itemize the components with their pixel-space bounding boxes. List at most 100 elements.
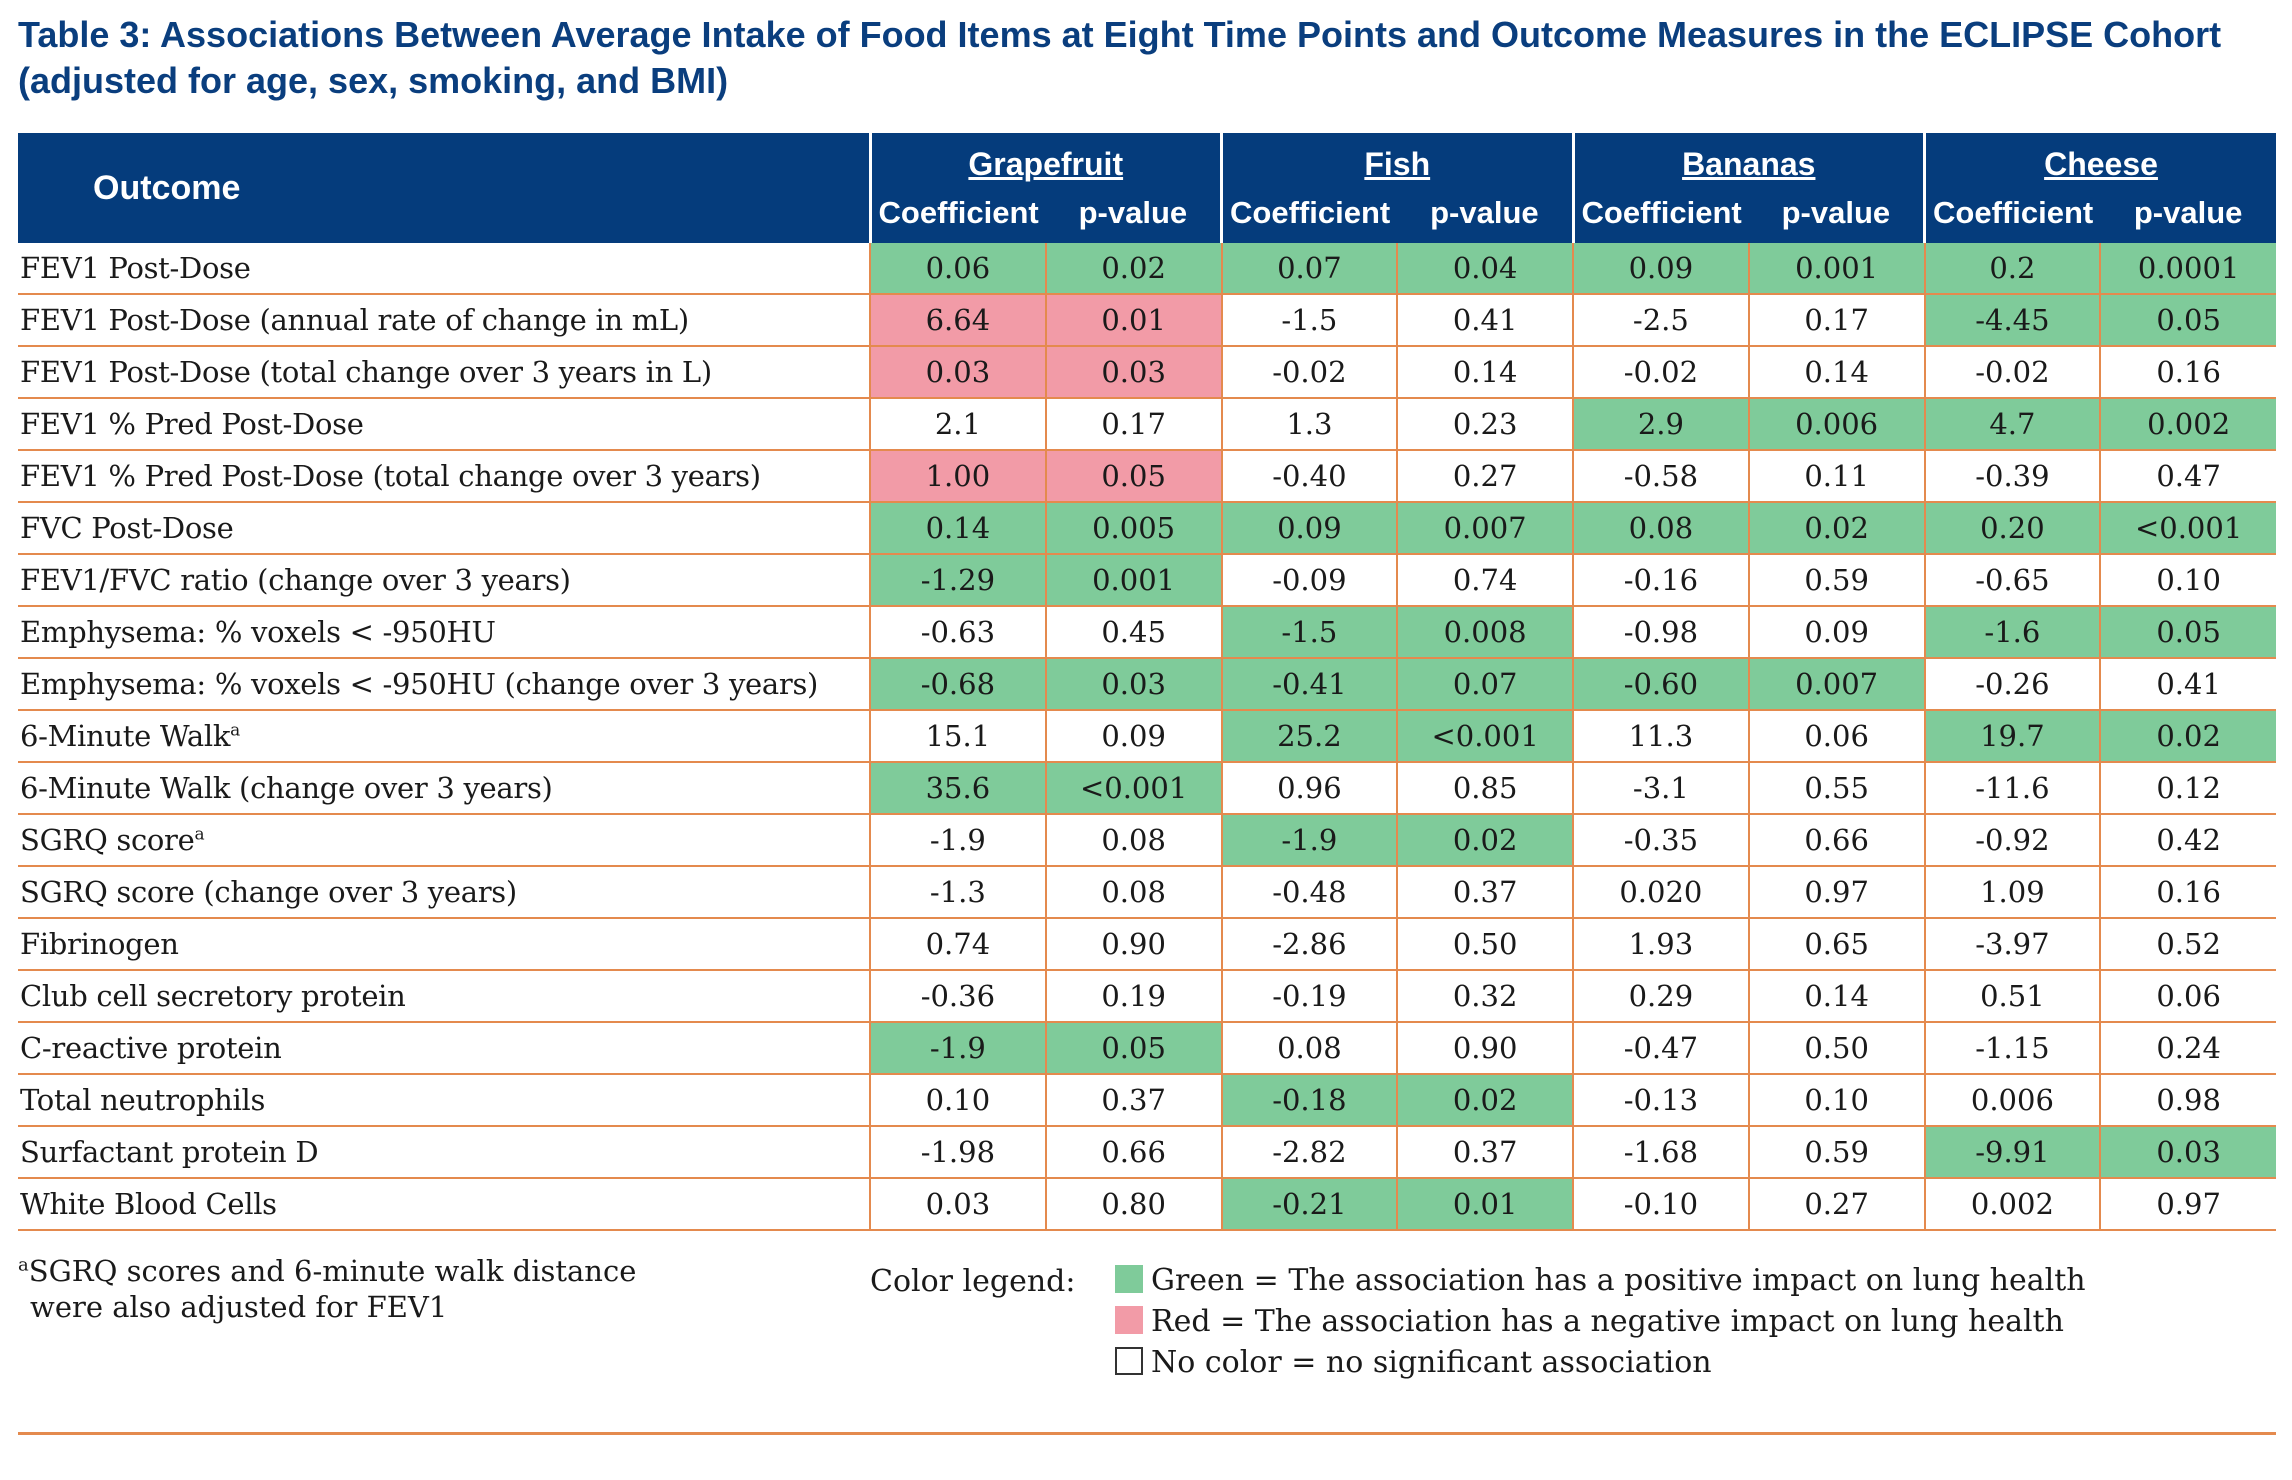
p-value-cell: 0.16 bbox=[2100, 866, 2277, 919]
p-value-cell: 0.66 bbox=[1748, 814, 1926, 867]
p-value-cell: 0.0001 bbox=[2100, 243, 2277, 295]
p-value-cell: 0.55 bbox=[1748, 762, 1926, 815]
p-value-cell: 0.01 bbox=[1045, 294, 1223, 347]
p-value-cell: 0.24 bbox=[2100, 1022, 2277, 1075]
p-value-cell: 0.01 bbox=[1397, 1178, 1574, 1231]
outcome-label: FEV1 % Pred Post-Dose bbox=[20, 407, 364, 441]
p-value-cell: 0.08 bbox=[1045, 866, 1223, 919]
coefficient-header: Coefficient bbox=[1923, 183, 2101, 243]
p-value-cell: 0.09 bbox=[1748, 606, 1926, 659]
legend-item-green: Green = The association has a positive i… bbox=[1115, 1261, 2086, 1301]
p-value-header: p-value bbox=[1748, 183, 1925, 243]
p-value-cell: 0.19 bbox=[1045, 970, 1223, 1023]
p-value-cell: 0.59 bbox=[1748, 1126, 1926, 1179]
outcome-label: Emphysema: % voxels < -950HU (change ove… bbox=[20, 667, 819, 701]
coefficient-cell: -0.39 bbox=[1924, 450, 2102, 503]
coefficient-cell: -1.9 bbox=[870, 1022, 1047, 1075]
table-row: White Blood Cells 0.03 0.80 -0.21 0.01 -0.10 0… bbox=[18, 1178, 2277, 1231]
coefficient-cell: 1.3 bbox=[1221, 398, 1399, 451]
p-value-cell: 0.02 bbox=[1045, 243, 1223, 295]
p-value-cell: 0.10 bbox=[2100, 554, 2277, 607]
coefficient-cell: -2.82 bbox=[1221, 1126, 1399, 1179]
outcome-label: SGRQ score (change over 3 years) bbox=[20, 875, 517, 909]
p-value-cell: 0.74 bbox=[1397, 554, 1574, 607]
p-value-cell: 0.11 bbox=[1748, 450, 1926, 503]
coefficient-cell: -2.5 bbox=[1573, 294, 1750, 347]
coefficient-cell: -2.86 bbox=[1221, 918, 1399, 971]
coefficient-cell: 0.006 bbox=[1924, 1074, 2102, 1127]
coefficient-cell: -4.45 bbox=[1924, 294, 2102, 347]
coefficient-cell: 0.09 bbox=[1573, 243, 1750, 295]
outcome-cell: SGRQ scorea bbox=[18, 814, 871, 867]
outcome-label: 6-Minute Walk bbox=[20, 719, 231, 753]
p-value-cell: 0.03 bbox=[1045, 658, 1223, 711]
coefficient-cell: -1.5 bbox=[1221, 606, 1399, 659]
empty-swatch bbox=[1115, 1347, 1143, 1375]
table-row: Club cell secretory protein -0.36 0.19 -0.1… bbox=[18, 970, 2277, 1023]
coefficient-cell: 0.20 bbox=[1924, 502, 2102, 555]
p-value-cell: 0.06 bbox=[2100, 970, 2277, 1023]
coefficient-cell: 0.09 bbox=[1221, 502, 1399, 555]
table-row: 6-Minute Walka 15.1 0.09 25.2 <0.001 11.3 0.06… bbox=[18, 710, 2277, 763]
p-value-cell: 0.09 bbox=[1045, 710, 1223, 763]
p-value-cell: 0.23 bbox=[1397, 398, 1574, 451]
coefficient-header: Coefficient bbox=[1571, 183, 1749, 243]
coefficient-cell: -3.97 bbox=[1924, 918, 2102, 971]
outcome-label: Surfactant protein D bbox=[20, 1135, 319, 1169]
outcome-label: Emphysema: % voxels < -950HU bbox=[20, 615, 496, 649]
p-value-cell: 0.001 bbox=[1748, 243, 1926, 295]
p-value-cell: 0.52 bbox=[2100, 918, 2277, 971]
p-value-cell: 0.002 bbox=[2100, 398, 2277, 451]
coefficient-cell: -0.21 bbox=[1221, 1178, 1399, 1231]
p-value-header: p-value bbox=[1045, 183, 1222, 243]
coefficient-cell: -0.47 bbox=[1573, 1022, 1750, 1075]
coefficient-header: Coefficient bbox=[868, 183, 1046, 243]
p-value-cell: 0.90 bbox=[1397, 1022, 1574, 1075]
table-row: Surfactant protein D -1.98 0.66 -2.82 0.37 -1… bbox=[18, 1126, 2277, 1179]
p-value-header: p-value bbox=[2100, 183, 2277, 243]
outcome-label: Fibrinogen bbox=[20, 927, 179, 961]
footnote-line-2: were also adjusted for FEV1 bbox=[30, 1290, 448, 1324]
p-value-cell: 0.85 bbox=[1397, 762, 1574, 815]
outcome-label: FEV1 Post-Dose bbox=[20, 251, 251, 285]
outcome-cell: Surfactant protein D bbox=[18, 1126, 871, 1179]
coefficient-cell: -0.02 bbox=[1924, 346, 2102, 399]
legend-green-label: Green = The association has a positive i… bbox=[1151, 1263, 2086, 1298]
coefficient-cell: 2.9 bbox=[1573, 398, 1750, 451]
coefficient-cell: -1.15 bbox=[1924, 1022, 2102, 1075]
p-value-cell: 0.04 bbox=[1397, 243, 1574, 295]
outcome-cell: FEV1 Post-Dose (annual rate of change in… bbox=[18, 294, 871, 347]
coefficient-cell: -9.91 bbox=[1924, 1126, 2102, 1179]
coefficient-cell: -1.6 bbox=[1924, 606, 2102, 659]
results-table-container: Outcome Grapefruit Fish Bananas Cheese C… bbox=[18, 133, 2277, 1231]
coefficient-cell: -0.68 bbox=[870, 658, 1047, 711]
footnote: aSGRQ scores and 6-minute walk distance … bbox=[18, 1253, 718, 1325]
table-row: SGRQ score (change over 3 years) -1.3 0.08… bbox=[18, 866, 2277, 919]
coefficient-cell: 0.03 bbox=[870, 1178, 1047, 1231]
coefficient-cell: -0.60 bbox=[1573, 658, 1750, 711]
outcome-label: White Blood Cells bbox=[20, 1187, 277, 1221]
outcome-cell: SGRQ score (change over 3 years) bbox=[18, 866, 871, 919]
coefficient-cell: -0.41 bbox=[1221, 658, 1399, 711]
coefficient-cell: 0.08 bbox=[1573, 502, 1750, 555]
outcome-cell: Emphysema: % voxels < -950HU bbox=[18, 606, 871, 659]
table-row: FVC Post-Dose 0.14 0.005 0.09 0.007 0.08 0.02 0… bbox=[18, 502, 2277, 555]
p-value-cell: 0.03 bbox=[1045, 346, 1223, 399]
p-value-cell: 0.08 bbox=[1045, 814, 1223, 867]
coefficient-cell: -0.65 bbox=[1924, 554, 2102, 607]
coefficient-cell: -0.58 bbox=[1573, 450, 1750, 503]
p-value-cell: 0.41 bbox=[2100, 658, 2277, 711]
p-value-cell: 0.05 bbox=[2100, 606, 2277, 659]
coefficient-cell: -0.13 bbox=[1573, 1074, 1750, 1127]
outcome-cell: Fibrinogen bbox=[18, 918, 871, 971]
coefficient-cell: -0.09 bbox=[1221, 554, 1399, 607]
table-body: FEV1 Post-Dose 0.06 0.02 0.07 0.04 0.09 0.001 0… bbox=[18, 243, 2277, 1231]
coefficient-cell: -0.98 bbox=[1573, 606, 1750, 659]
outcome-label: C-reactive protein bbox=[20, 1031, 282, 1065]
outcome-label: SGRQ score bbox=[20, 823, 195, 857]
coefficient-cell: -3.1 bbox=[1573, 762, 1750, 815]
results-table: Outcome Grapefruit Fish Bananas Cheese C… bbox=[18, 133, 2277, 1231]
outcome-cell: Total neutrophils bbox=[18, 1074, 871, 1127]
outcome-cell: Emphysema: % voxels < -950HU (change ove… bbox=[18, 658, 871, 711]
table-row: FEV1/FVC ratio (change over 3 years) -1.2… bbox=[18, 554, 2277, 607]
